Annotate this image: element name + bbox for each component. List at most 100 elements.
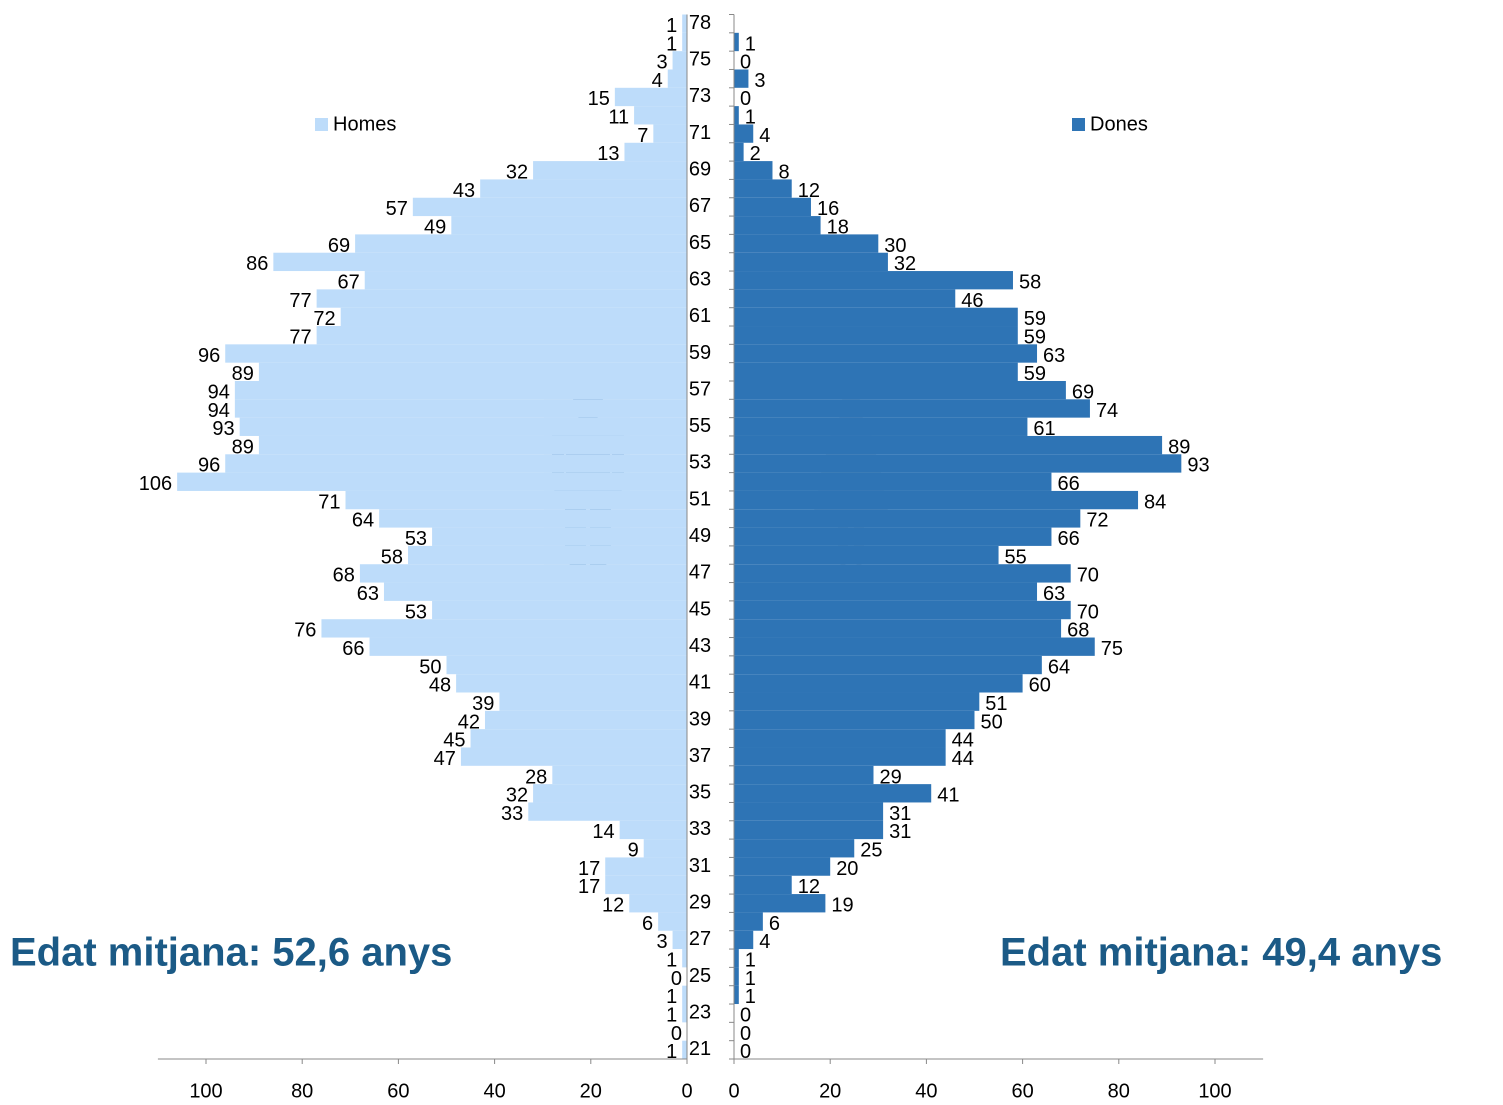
y-tick-label: 33	[689, 818, 711, 840]
bar	[432, 600, 687, 620]
data-label: 16	[817, 198, 839, 220]
y-tick-label: 75	[689, 49, 711, 71]
x-tick-label: 20	[580, 1080, 602, 1102]
bar	[734, 69, 749, 88]
bar	[614, 87, 687, 107]
data-label: 30	[884, 235, 906, 257]
bar	[734, 875, 792, 895]
y-tick-label: 69	[689, 159, 711, 181]
x-tick-label: 80	[1108, 1080, 1130, 1102]
bar	[345, 490, 687, 510]
data-label: 44	[952, 730, 974, 752]
data-label: 1	[745, 949, 756, 971]
data-label: 60	[1029, 675, 1051, 697]
bar	[658, 912, 687, 931]
bar	[734, 527, 1052, 546]
bar	[177, 472, 687, 491]
data-label: 72	[313, 308, 335, 330]
data-label: 67	[337, 271, 359, 293]
data-label: 77	[289, 326, 311, 348]
data-label: 0	[740, 1023, 751, 1045]
data-label: 89	[232, 436, 254, 458]
data-label: 32	[894, 253, 916, 275]
bar	[734, 509, 1081, 528]
data-label: 31	[889, 803, 911, 825]
data-label: 63	[357, 583, 379, 605]
bar	[316, 326, 687, 345]
bar	[734, 32, 739, 52]
bar	[239, 417, 688, 436]
bar	[225, 344, 688, 363]
data-label: 39	[472, 693, 494, 715]
data-label: 58	[381, 546, 403, 568]
data-label: 106	[139, 473, 172, 495]
bar	[682, 14, 687, 33]
data-label: 64	[1048, 656, 1070, 678]
data-label: 63	[1043, 583, 1065, 605]
data-label: 4	[759, 931, 770, 953]
bar	[682, 1040, 687, 1059]
bar	[734, 655, 1042, 675]
bar	[734, 912, 763, 931]
data-label: 64	[352, 510, 374, 532]
data-label: 15	[588, 88, 610, 110]
bar	[605, 875, 687, 895]
bar	[499, 692, 687, 711]
bar	[734, 106, 739, 125]
data-label: 59	[1024, 326, 1046, 348]
y-tick-label: 51	[689, 488, 711, 510]
data-label: 0	[671, 968, 682, 990]
data-label: 69	[1072, 381, 1094, 403]
y-tick-label: 65	[689, 232, 711, 254]
data-label: 66	[1057, 528, 1079, 550]
data-label: 71	[318, 491, 340, 513]
x-tick-label: 80	[291, 1080, 313, 1102]
data-label: 12	[798, 180, 820, 202]
bar	[734, 142, 744, 162]
bar	[734, 784, 932, 803]
bar	[734, 619, 1062, 638]
data-label: 50	[419, 656, 441, 678]
bar	[379, 509, 687, 528]
bar	[734, 362, 1018, 381]
data-label: 1	[666, 986, 677, 1008]
bar	[383, 582, 687, 601]
bar	[629, 894, 687, 913]
y-tick-label: 53	[689, 452, 711, 474]
data-label: 8	[778, 162, 789, 184]
bar	[667, 69, 687, 88]
bar	[412, 197, 687, 217]
data-label: 17	[578, 876, 600, 898]
y-tick-label: 61	[689, 305, 711, 327]
bar	[682, 32, 687, 52]
bar	[734, 600, 1071, 620]
bar	[734, 161, 773, 180]
bar	[624, 142, 687, 162]
data-label: 1	[666, 1041, 677, 1063]
legend-swatch	[1072, 118, 1085, 131]
bar	[480, 179, 687, 198]
bar	[451, 216, 687, 235]
data-label: 0	[671, 1023, 682, 1045]
data-label: 19	[831, 895, 853, 917]
bar	[734, 564, 1071, 583]
data-label: 0	[740, 88, 751, 110]
bar	[619, 820, 687, 840]
bar	[734, 472, 1052, 491]
data-label: 59	[1024, 363, 1046, 385]
data-label: 17	[578, 858, 600, 880]
bar	[734, 674, 1023, 693]
data-label: 43	[453, 180, 475, 202]
data-label: 53	[405, 601, 427, 623]
data-label: 4	[652, 70, 663, 92]
data-label: 1	[745, 107, 756, 129]
data-label: 1	[745, 986, 756, 1008]
data-label: 1	[666, 949, 677, 971]
bar	[734, 857, 831, 876]
data-label: 3	[754, 70, 765, 92]
y-tick-label: 78	[689, 12, 711, 34]
y-tick-label: 63	[689, 268, 711, 290]
bar	[734, 124, 754, 143]
data-label: 3	[656, 931, 667, 953]
data-label: 84	[1144, 491, 1166, 513]
